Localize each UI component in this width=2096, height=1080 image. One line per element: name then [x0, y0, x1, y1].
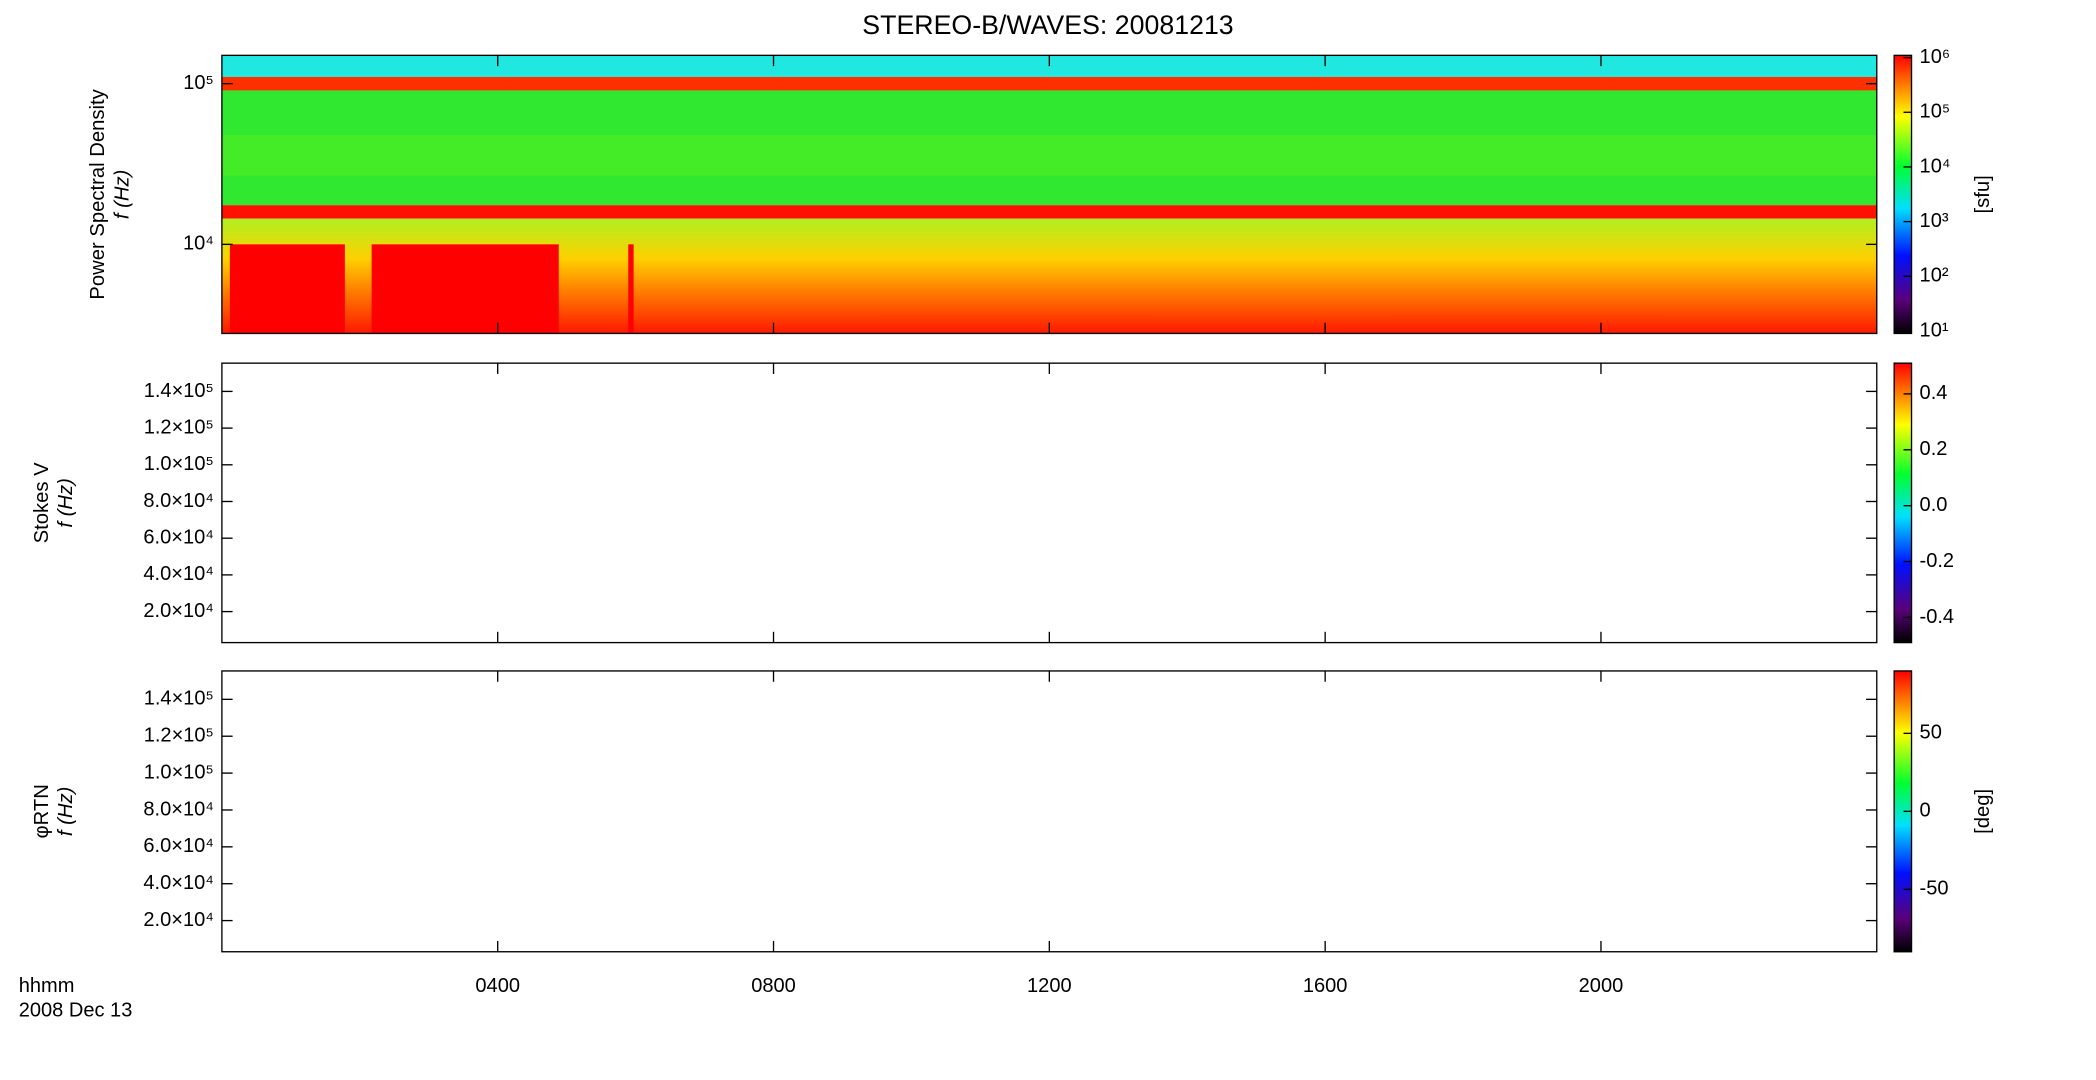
x-tick-label: 0400 [475, 975, 520, 997]
colorbar [1893, 54, 1913, 335]
y-tick-label: 1.0×10⁵ [144, 453, 214, 475]
y-tick-label: 10⁵ [183, 72, 214, 94]
y-tick-label: 4.0×10⁴ [143, 563, 213, 585]
colorbar-tick-label: 0.2 [1920, 438, 1948, 460]
colorbar-tick-label: 0.0 [1920, 494, 1948, 516]
y-tick-label: 6.0×10⁴ [143, 526, 213, 548]
y-axis-label: f (Hz) [55, 787, 77, 836]
colorbar [1893, 362, 1913, 644]
plot-frame [221, 362, 1878, 644]
colorbar-tick-label: 10⁶ [1920, 46, 1951, 68]
colorbar-tick-label: 10² [1920, 265, 1949, 287]
colorbar-tick-label: 10⁴ [1920, 155, 1951, 177]
colorbar-tick-label: 0.4 [1920, 382, 1948, 404]
colorbar-tick-label: 0 [1920, 800, 1931, 822]
x-tick-label: 1200 [1027, 975, 1072, 997]
colorbar-tick-label: -0.2 [1920, 550, 1955, 572]
y-tick-label: 1.4×10⁵ [144, 380, 214, 402]
x-tick-label: 0800 [751, 975, 796, 997]
colorbar-tick-label: -0.4 [1920, 606, 1955, 628]
colorbar-tick-label: -50 [1920, 878, 1949, 900]
y-axis-label: f (Hz) [111, 170, 133, 219]
y-axis-label: φRTN [31, 784, 53, 838]
y-tick-label: 1.0×10⁵ [144, 761, 214, 783]
y-tick-label: 8.0×10⁴ [143, 490, 213, 512]
y-tick-label: 1.2×10⁵ [144, 416, 214, 438]
y-tick-label: 4.0×10⁴ [143, 872, 213, 894]
spectrogram-image [221, 55, 1877, 334]
colorbar-label: [deg] [1972, 789, 1994, 834]
colorbar-tick-label: 10¹ [1920, 319, 1949, 341]
x-axis-label: hhmm [19, 975, 75, 997]
y-tick-label: 10⁴ [183, 233, 214, 255]
colorbar-label: [sfu] [1972, 175, 1994, 213]
y-tick-label: 2.0×10⁴ [143, 600, 213, 622]
y-tick-label: 8.0×10⁴ [143, 798, 213, 820]
plot-frame [221, 670, 1878, 953]
y-tick-label: 2.0×10⁴ [143, 909, 213, 931]
y-axis-label: Stokes V [31, 462, 53, 544]
y-tick-label: 6.0×10⁴ [143, 835, 213, 857]
y-axis-label: f (Hz) [55, 478, 77, 527]
chart-title: STEREO-B/WAVES: 20081213 [862, 10, 1233, 40]
colorbar-tick-label: 50 [1920, 722, 1942, 744]
colorbar-tick-label: 10³ [1920, 210, 1949, 232]
y-tick-label: 1.2×10⁵ [144, 724, 214, 746]
colorbar-tick-label: 10⁵ [1920, 101, 1951, 123]
date-label: 2008 Dec 13 [19, 999, 133, 1021]
x-tick-label: 1600 [1303, 975, 1348, 997]
y-axis-label: Power Spectral Density [87, 88, 109, 299]
y-tick-label: 1.4×10⁵ [144, 688, 214, 710]
x-tick-label: 2000 [1579, 975, 1624, 997]
